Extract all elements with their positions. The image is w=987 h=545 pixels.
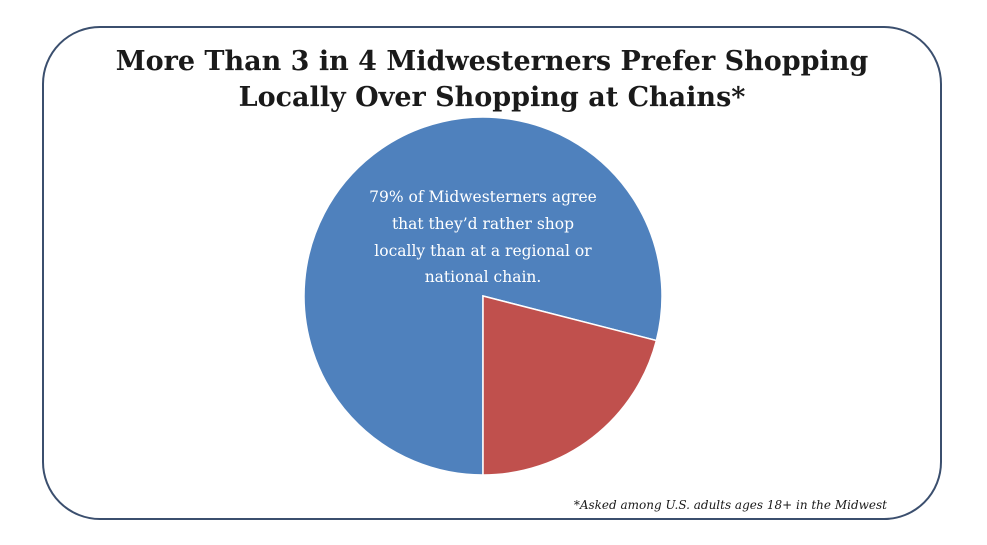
pie-slice-2 <box>482 295 658 476</box>
chart-title-line-2: Locally Over Shopping at Chains* <box>238 82 746 113</box>
chart-title: More Than 3 in 4 Midwesterners Prefer Sh… <box>42 44 942 116</box>
annotation-line-4: national chain. <box>425 268 542 286</box>
annotation-line-2: that they’d rather shop <box>392 215 574 233</box>
pie-slices <box>303 116 663 476</box>
annotation-line-3: locally than at a regional or <box>374 242 592 260</box>
pie-annotation: 79% of Midwesterners agree that they’d r… <box>369 188 597 286</box>
annotation-line-1: 79% of Midwesterners agree <box>369 188 597 206</box>
footnote: *Asked among U.S. adults ages 18+ in the… <box>573 498 887 512</box>
chart-title-line-1: More Than 3 in 4 Midwesterners Prefer Sh… <box>115 46 869 77</box>
pie-slice-1 <box>303 116 663 476</box>
